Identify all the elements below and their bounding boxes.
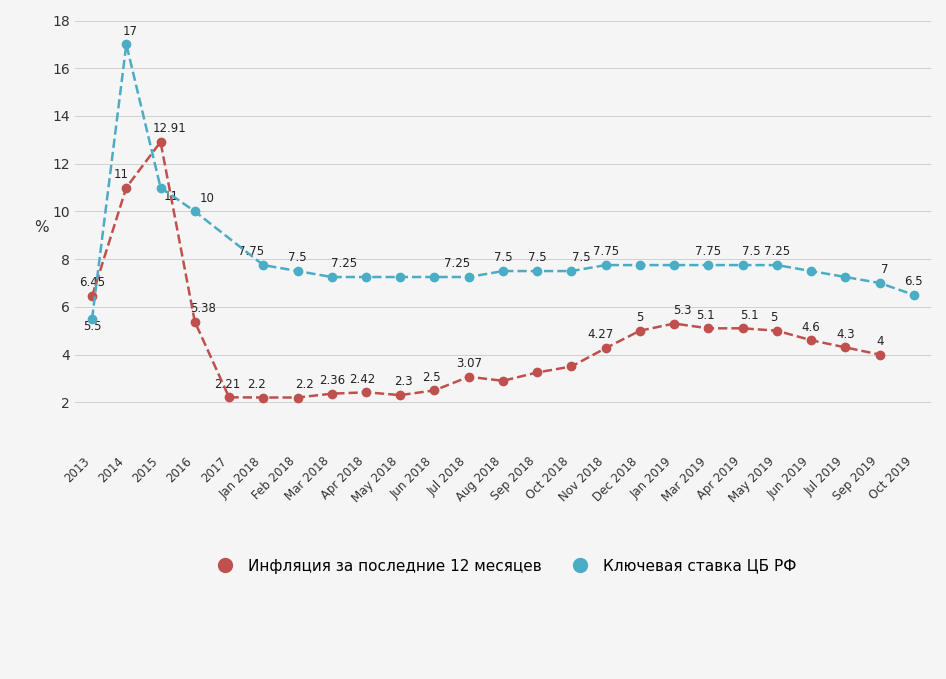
Text: 5.3: 5.3	[674, 304, 692, 317]
Text: 2.2: 2.2	[295, 378, 314, 391]
Legend: Инфляция за последние 12 месяцев, Ключевая ставка ЦБ РФ: Инфляция за последние 12 месяцев, Ключев…	[203, 553, 802, 580]
Text: 4: 4	[876, 335, 884, 348]
Text: 7.5: 7.5	[572, 251, 591, 264]
Text: 2.2: 2.2	[247, 378, 266, 391]
Text: 5.5: 5.5	[83, 320, 101, 333]
Text: 11: 11	[164, 190, 179, 203]
Text: 2.5: 2.5	[422, 371, 441, 384]
Text: 6.5: 6.5	[904, 275, 923, 288]
Text: 7.75: 7.75	[238, 245, 264, 259]
Text: 7.5: 7.5	[494, 251, 513, 264]
Text: 5.1: 5.1	[695, 309, 714, 322]
Text: 2.3: 2.3	[394, 375, 413, 388]
Text: 3.07: 3.07	[456, 357, 482, 370]
Text: 7.5: 7.5	[528, 251, 547, 264]
Text: 6.45: 6.45	[79, 276, 105, 289]
Text: 5: 5	[770, 311, 778, 324]
Text: 7.75: 7.75	[592, 245, 619, 259]
Text: 2.42: 2.42	[349, 373, 376, 386]
Text: 10: 10	[200, 191, 214, 204]
Y-axis label: %: %	[34, 220, 48, 235]
Text: 4.6: 4.6	[802, 320, 820, 333]
Text: 7.5: 7.5	[742, 245, 761, 259]
Text: 7.75: 7.75	[695, 245, 722, 259]
Text: 7: 7	[881, 263, 888, 276]
Text: 5.38: 5.38	[190, 302, 217, 315]
Text: 17: 17	[122, 24, 137, 37]
Text: 2.36: 2.36	[319, 374, 345, 387]
Text: 11: 11	[114, 168, 129, 181]
Text: 4.3: 4.3	[836, 328, 854, 341]
Text: 12.91: 12.91	[152, 122, 186, 135]
Text: 7.25: 7.25	[331, 257, 357, 270]
Text: 4.27: 4.27	[587, 329, 614, 342]
Text: 7.5: 7.5	[289, 251, 307, 264]
Text: 5.1: 5.1	[740, 309, 759, 322]
Text: 7.25: 7.25	[763, 245, 790, 259]
Text: 2.21: 2.21	[214, 378, 240, 390]
Text: 5: 5	[637, 311, 643, 324]
Text: 7.25: 7.25	[444, 257, 470, 270]
